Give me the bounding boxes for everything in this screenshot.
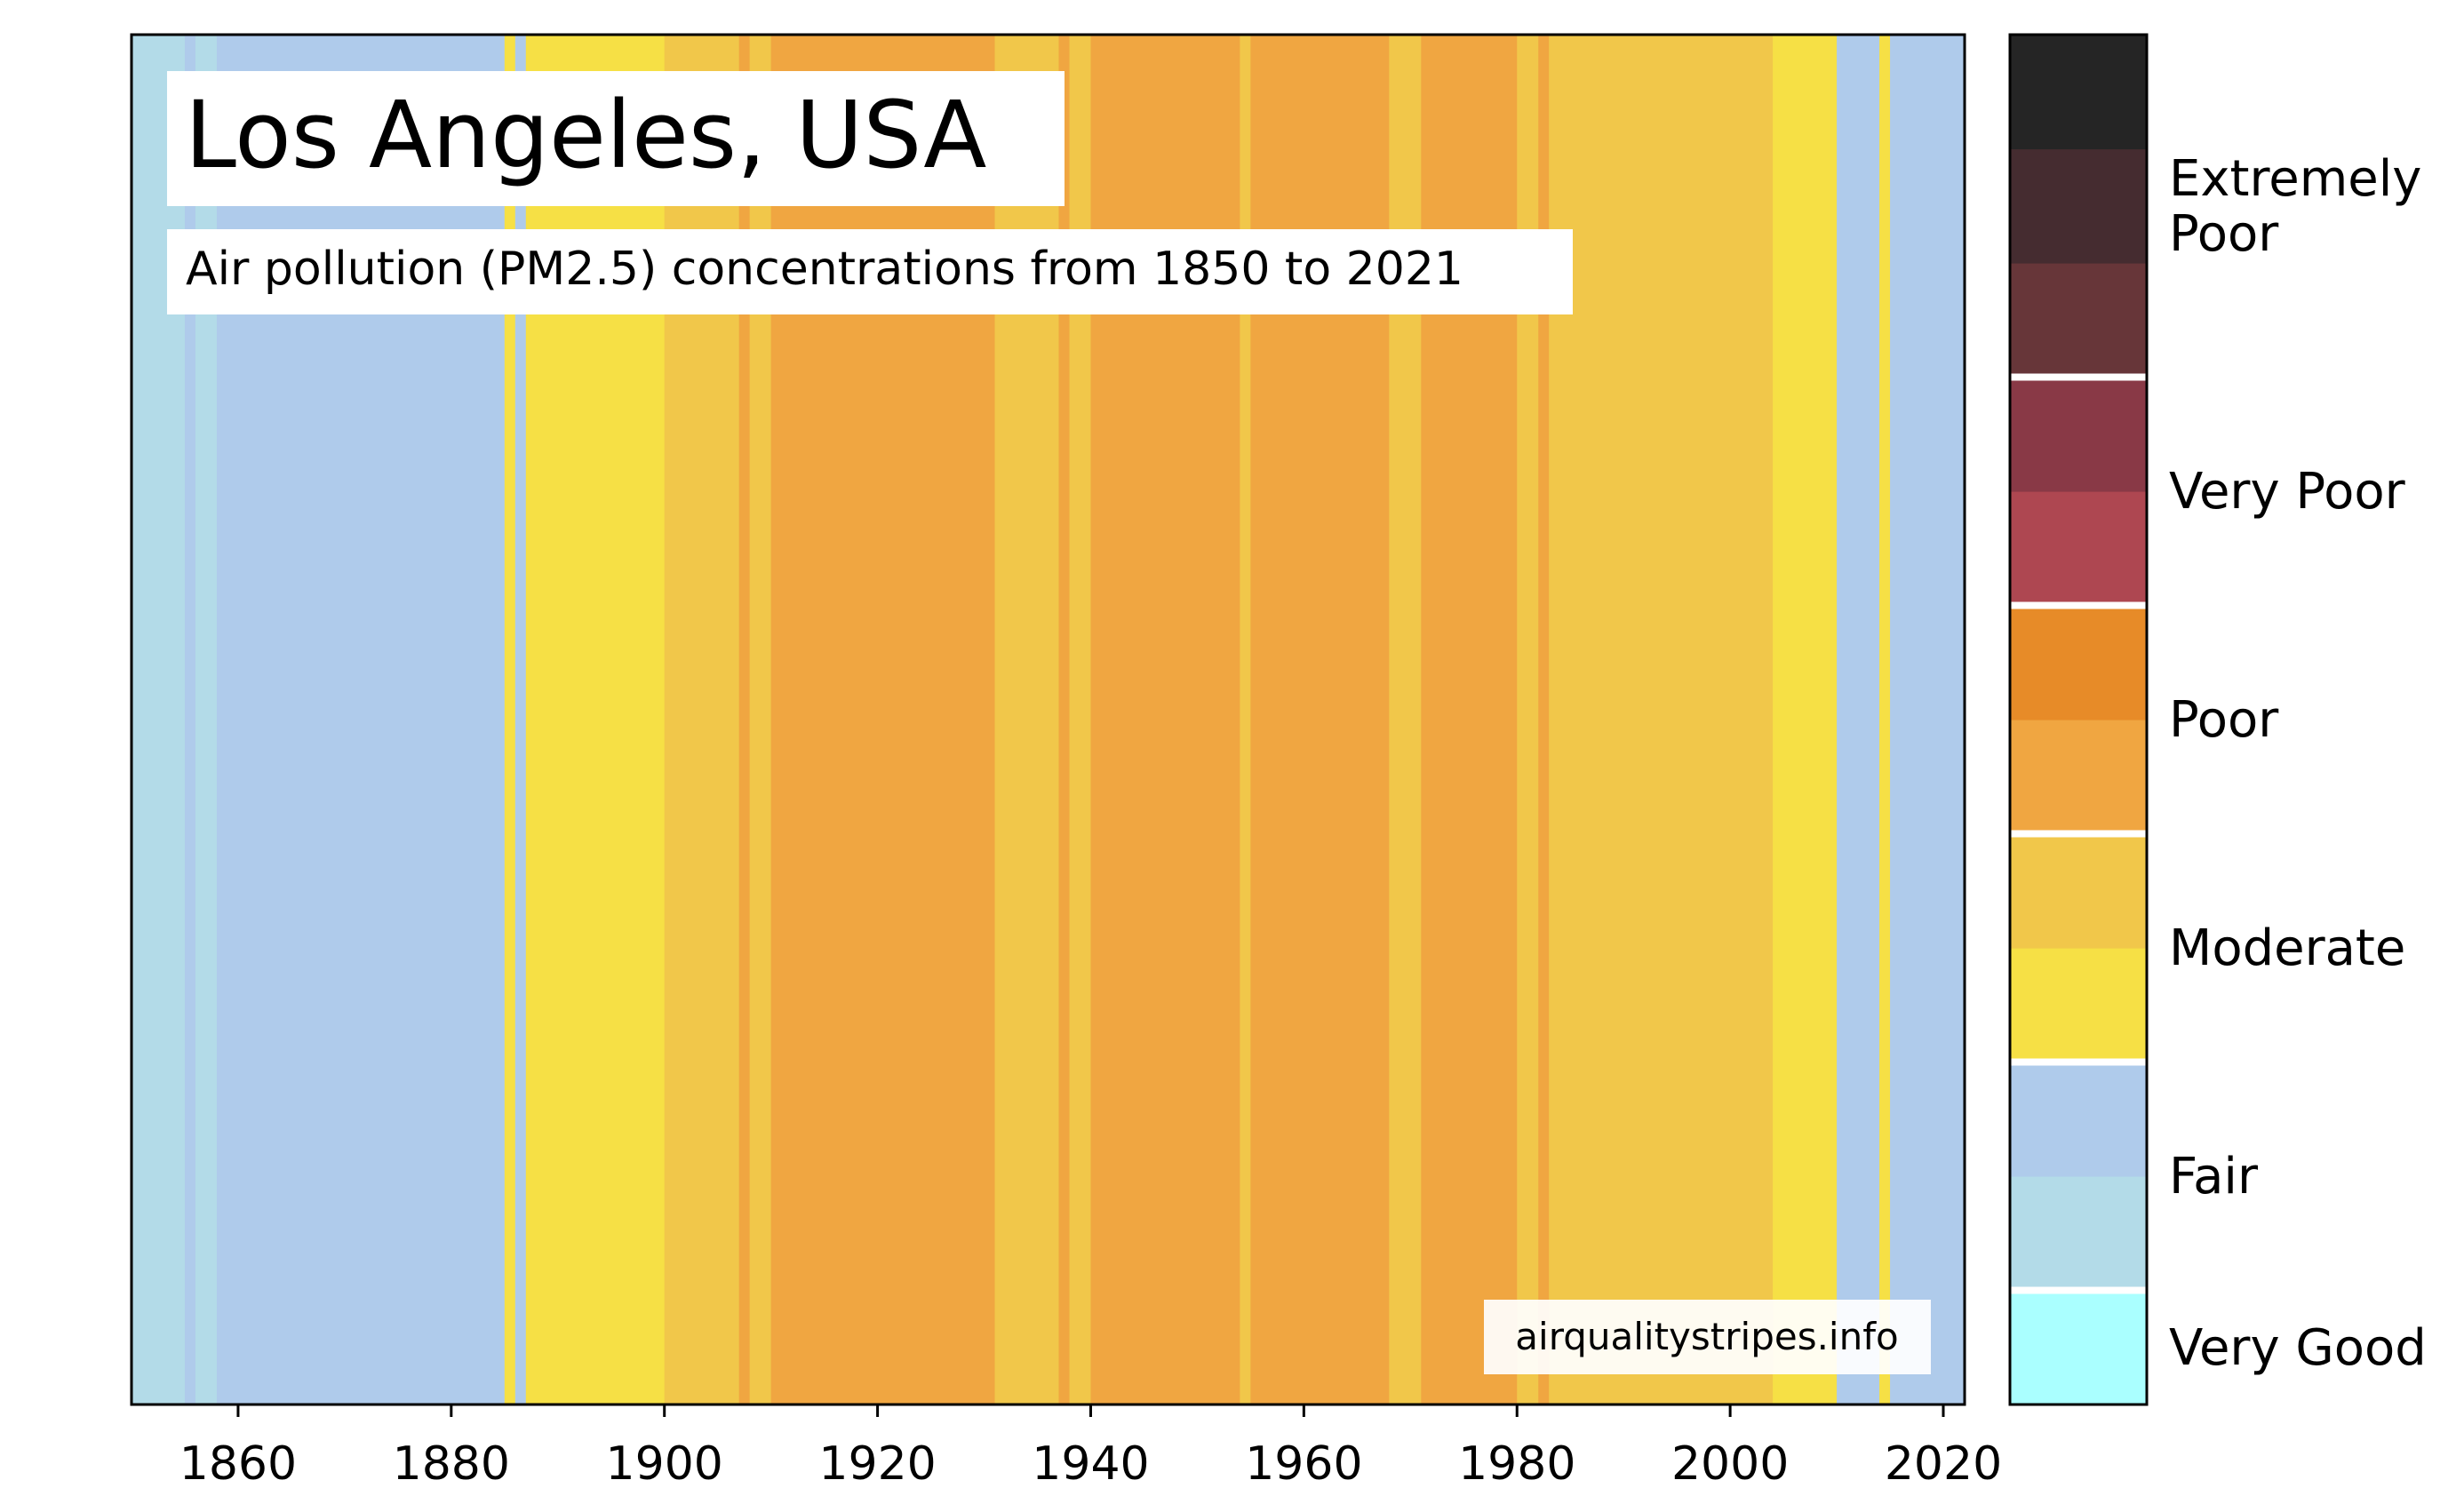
- x-tick-label-1880: 1880: [393, 1437, 510, 1491]
- x-tick-label-1860: 1860: [179, 1437, 297, 1491]
- legend-frame: [2008, 33, 2149, 1406]
- stripe-1907-1908: [738, 35, 751, 1405]
- legend-swatch-10: [2010, 148, 2147, 264]
- stripe-1886-1887: [514, 35, 527, 1405]
- legend-swatch-5: [2010, 720, 2147, 835]
- legend-swatch-9: [2010, 263, 2147, 378]
- legend-separator-5: [2010, 373, 2147, 381]
- watermark-box: [1484, 1300, 1931, 1374]
- title-box: [167, 71, 1065, 206]
- x-tick-label-2000: 2000: [1671, 1437, 1789, 1491]
- chart-title: Los Angeles, USA: [185, 81, 986, 189]
- watermark-text: airqualitystripes.info: [1515, 1315, 1898, 1358]
- stripe-2010-2014: [1837, 35, 1880, 1405]
- stripe-2015-2022: [1890, 35, 1966, 1405]
- legend-label-very-good: Very Good: [2169, 1319, 2427, 1377]
- stripe-2004-2010: [1773, 35, 1838, 1405]
- stripe-2014-2015: [1879, 35, 1891, 1405]
- legend-swatch-11: [2010, 35, 2147, 150]
- x-axis: 1860 1880 1900 1920 1940 1960 1980 2000 2020: [179, 1405, 2002, 1491]
- legend-swatch-4: [2010, 833, 2147, 949]
- legend-swatch-2: [2010, 1062, 2147, 1177]
- legend-separator-2: [2010, 1058, 2147, 1066]
- plot-frame: [130, 33, 1966, 1406]
- legend-swatch-8: [2010, 377, 2147, 492]
- stripe-1855-1856: [184, 35, 196, 1405]
- legend-label-fair: Fair: [2169, 1148, 2259, 1206]
- x-tick-label-1940: 1940: [1032, 1437, 1149, 1491]
- legend-label-moderate: Moderate: [2169, 919, 2405, 977]
- stripe-1937-1938: [1058, 35, 1071, 1405]
- chart-subtitle: Air pollution (PM2.5) concentrations fro…: [186, 243, 1463, 296]
- legend-colorbar: Very Good Fair Moderate Poor Very Poor Extrem…: [2010, 35, 2427, 1405]
- stripe-1982-1983: [1538, 35, 1550, 1405]
- subtitle-box: [167, 229, 1573, 314]
- x-tick-label-1980: 1980: [1458, 1437, 1575, 1491]
- legend-swatch-7: [2010, 491, 2147, 607]
- x-tick-label-2020: 2020: [1885, 1437, 2002, 1491]
- legend-swatch-3: [2010, 948, 2147, 1063]
- stripe-1983-2004: [1549, 35, 1774, 1405]
- stripe-1954-1955: [1240, 35, 1251, 1405]
- stripe-1885-1886: [504, 35, 516, 1405]
- legend-label-extremely-poor: Extremely Poor: [2169, 150, 2421, 263]
- x-tick-label-1960: 1960: [1245, 1437, 1362, 1491]
- legend-swatch-0: [2010, 1290, 2147, 1405]
- legend-separator-1: [2010, 1286, 2147, 1294]
- legend-label-poor: Poor: [2169, 691, 2279, 749]
- legend-swatch-1: [2010, 1176, 2147, 1292]
- legend-swatch-6: [2010, 605, 2147, 720]
- legend-separator-3: [2010, 830, 2147, 838]
- legend-label-very-poor: Very Poor: [2169, 463, 2406, 521]
- legend-separator-4: [2010, 601, 2147, 609]
- x-tick-label-1900: 1900: [606, 1437, 723, 1491]
- x-tick-label-1920: 1920: [818, 1437, 936, 1491]
